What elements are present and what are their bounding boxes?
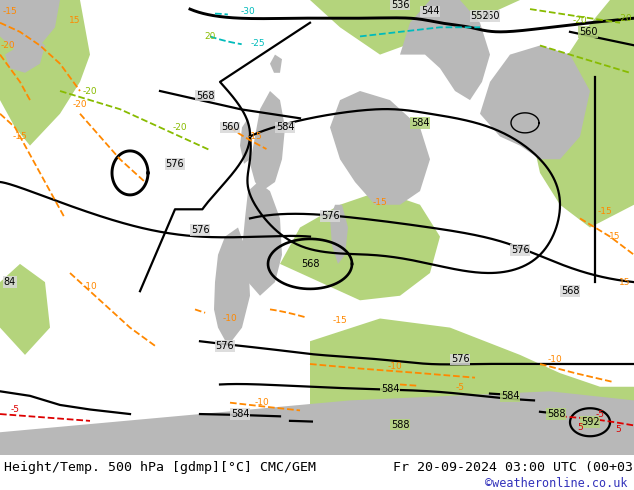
Text: 15: 15 bbox=[69, 16, 81, 25]
Text: 84: 84 bbox=[4, 277, 16, 287]
Text: 568: 568 bbox=[301, 259, 320, 269]
Text: -5: -5 bbox=[595, 410, 604, 418]
Text: -20: -20 bbox=[573, 16, 587, 25]
Text: 576: 576 bbox=[216, 341, 235, 351]
Text: -20: -20 bbox=[73, 100, 87, 109]
Text: 560: 560 bbox=[579, 27, 597, 37]
Text: 552: 552 bbox=[470, 11, 489, 21]
Polygon shape bbox=[480, 46, 590, 159]
Text: -10: -10 bbox=[223, 314, 237, 323]
Polygon shape bbox=[250, 91, 285, 191]
Text: 584: 584 bbox=[276, 122, 294, 132]
Polygon shape bbox=[0, 392, 634, 455]
Text: -25: -25 bbox=[250, 39, 265, 48]
Text: 588: 588 bbox=[391, 419, 410, 430]
Text: 576: 576 bbox=[511, 245, 529, 255]
Text: -20: -20 bbox=[618, 14, 632, 23]
Text: -15: -15 bbox=[373, 198, 387, 207]
Polygon shape bbox=[330, 91, 430, 205]
Text: 5: 5 bbox=[615, 425, 621, 435]
Polygon shape bbox=[5, 36, 45, 73]
Text: 588: 588 bbox=[547, 409, 566, 419]
Text: 592: 592 bbox=[581, 417, 599, 427]
Text: 584: 584 bbox=[231, 409, 249, 419]
Polygon shape bbox=[280, 191, 440, 300]
Text: 15: 15 bbox=[619, 278, 631, 287]
Text: 15: 15 bbox=[609, 232, 621, 241]
Text: 576: 576 bbox=[321, 211, 339, 221]
Polygon shape bbox=[0, 0, 90, 146]
Text: -10: -10 bbox=[82, 282, 98, 291]
Polygon shape bbox=[530, 0, 634, 227]
Polygon shape bbox=[0, 264, 50, 355]
Polygon shape bbox=[330, 205, 348, 264]
Text: 584: 584 bbox=[411, 118, 429, 128]
Text: -15: -15 bbox=[3, 7, 17, 16]
Text: -30: -30 bbox=[241, 7, 256, 16]
Text: -15: -15 bbox=[333, 316, 347, 325]
Text: 560: 560 bbox=[221, 122, 239, 132]
Text: Height/Temp. 500 hPa [gdmp][°C] CMC/GEM: Height/Temp. 500 hPa [gdmp][°C] CMC/GEM bbox=[4, 461, 316, 474]
Text: 576: 576 bbox=[165, 159, 184, 169]
Text: -20: -20 bbox=[82, 87, 97, 96]
Text: -20: -20 bbox=[172, 123, 187, 132]
Text: -10: -10 bbox=[548, 355, 562, 364]
Text: -10: -10 bbox=[255, 398, 269, 407]
Text: 20: 20 bbox=[204, 32, 216, 41]
Text: -15: -15 bbox=[13, 132, 27, 141]
Polygon shape bbox=[240, 118, 252, 164]
Text: ©weatheronline.co.uk: ©weatheronline.co.uk bbox=[485, 477, 628, 490]
Polygon shape bbox=[310, 0, 520, 54]
Polygon shape bbox=[270, 54, 282, 73]
Polygon shape bbox=[310, 318, 634, 455]
Text: -5: -5 bbox=[11, 405, 20, 414]
Text: -15: -15 bbox=[248, 132, 262, 141]
Polygon shape bbox=[242, 182, 282, 296]
Text: -20: -20 bbox=[1, 41, 15, 50]
Text: 584: 584 bbox=[381, 384, 399, 394]
Polygon shape bbox=[400, 0, 490, 100]
Text: 576: 576 bbox=[451, 354, 469, 365]
Text: Fr 20-09-2024 03:00 UTC (00+03): Fr 20-09-2024 03:00 UTC (00+03) bbox=[393, 461, 634, 474]
Text: 576: 576 bbox=[191, 225, 209, 235]
Text: -10: -10 bbox=[387, 362, 403, 371]
Text: 536: 536 bbox=[391, 0, 410, 9]
Text: 544: 544 bbox=[421, 6, 439, 16]
Polygon shape bbox=[0, 0, 60, 54]
Text: 5: 5 bbox=[577, 423, 583, 432]
Text: -5: -5 bbox=[455, 383, 465, 392]
Text: -15: -15 bbox=[598, 207, 612, 216]
Text: 560: 560 bbox=[481, 11, 499, 21]
Text: 568: 568 bbox=[560, 286, 579, 296]
Text: 568: 568 bbox=[196, 91, 214, 100]
Text: 584: 584 bbox=[501, 391, 519, 401]
Polygon shape bbox=[214, 227, 250, 346]
